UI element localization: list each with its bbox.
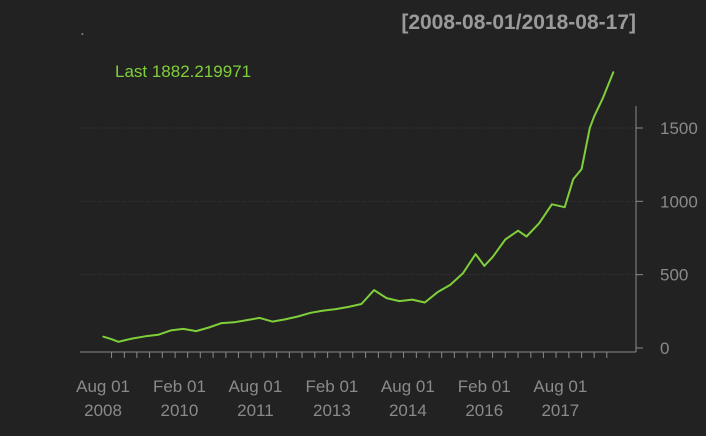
data-point — [123, 339, 126, 342]
data-point — [612, 71, 615, 73]
x-tick-label-2014-08-01: Aug 01 — [381, 377, 435, 396]
x-tick-year-2011-08-01: 2011 — [237, 401, 274, 420]
grid-lines — [80, 127, 636, 276]
data-point — [335, 308, 337, 310]
data-point — [182, 328, 185, 330]
data-point — [504, 238, 507, 241]
data-point — [297, 315, 299, 318]
data-point — [347, 306, 350, 308]
x-tick-year-2008-08-01: 2008 — [84, 401, 122, 420]
data-point — [220, 322, 223, 324]
data-point — [195, 330, 197, 332]
data-point — [483, 265, 486, 267]
data-point — [309, 312, 312, 314]
data-point — [593, 115, 595, 118]
data-point — [398, 300, 401, 302]
data-point — [491, 256, 494, 258]
data-point — [208, 326, 210, 329]
data-point — [462, 272, 464, 275]
chart-date-range-title: [2008-08-01/2018-08-17] — [401, 11, 636, 34]
last-value-label: Last 1882.219971 — [115, 62, 251, 81]
data-point — [246, 319, 248, 321]
data-point — [449, 284, 451, 286]
x-tick-label-2011-08-01: Aug 01 — [228, 377, 282, 396]
data-point — [424, 301, 426, 304]
data-point — [322, 309, 325, 312]
data-point — [589, 127, 591, 129]
data-point — [474, 253, 477, 255]
x-tick-label-2017-08-01: Aug 01 — [533, 377, 587, 396]
data-point — [517, 229, 519, 232]
data-point — [117, 341, 120, 343]
data-point — [258, 317, 261, 319]
y-tick-label-1000: 1000 — [660, 192, 698, 211]
x-tick-year-2017-08-01: 2017 — [541, 401, 579, 420]
x-tick-year-2010-02-01: 2010 — [161, 401, 199, 420]
data-point — [233, 321, 235, 324]
data-point — [110, 338, 113, 341]
series-line-0 — [102, 71, 615, 343]
data-point — [144, 335, 147, 338]
data-point — [373, 289, 375, 291]
data-point — [131, 337, 134, 340]
data-point — [385, 297, 388, 299]
x-tick-year-2013-02-01: 2013 — [313, 401, 351, 420]
data-point — [551, 203, 553, 206]
data-point — [157, 334, 159, 336]
x-tick-label-2013-02-01: Feb 01 — [305, 377, 358, 396]
data-point — [102, 335, 104, 338]
data-point — [284, 318, 286, 321]
y-tick-label-1500: 1500 — [660, 119, 698, 138]
data-point — [411, 298, 413, 301]
series-layer — [102, 71, 615, 343]
y-tick-label-500: 500 — [660, 266, 688, 285]
x-tick-label-2016-02-01: Feb 01 — [458, 377, 511, 396]
data-point — [580, 168, 583, 170]
x-tick-year-2016-02-01: 2016 — [465, 401, 503, 420]
data-point — [436, 291, 439, 294]
x-tick-label-2008-08-01: Aug 01 — [76, 377, 130, 396]
data-point — [525, 235, 528, 238]
subtitle-mark: . — [80, 20, 85, 39]
data-point — [538, 222, 540, 225]
x-tick-label-2010-02-01: Feb 01 — [153, 377, 206, 396]
data-point — [572, 178, 574, 181]
data-point — [601, 97, 604, 100]
data-point — [360, 303, 363, 305]
x-tick-year-2014-08-01: 2014 — [389, 401, 427, 420]
data-point — [170, 329, 172, 332]
axes: 0 500 1000 1500 Aug 01 2008 Feb 01 2010 Aug 01 20… — [76, 106, 698, 420]
data-point — [271, 320, 274, 323]
data-point — [563, 206, 566, 208]
y-tick-label-0: 0 — [660, 339, 669, 358]
